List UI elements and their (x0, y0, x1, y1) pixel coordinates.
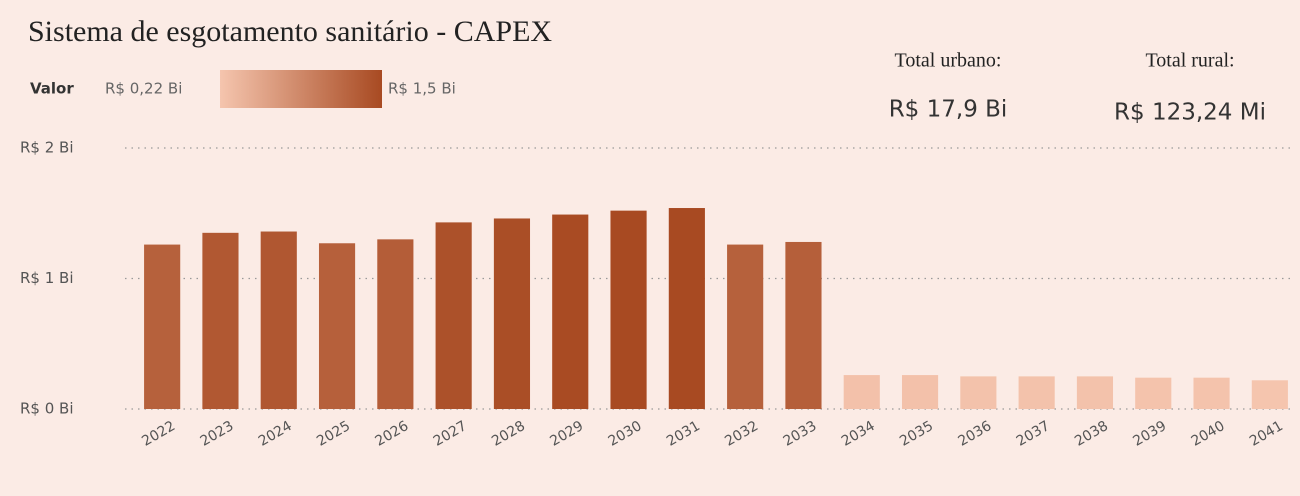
bar (901, 375, 939, 409)
bar (1018, 376, 1055, 409)
y-tick-label: R$ 1 Bi (20, 269, 74, 287)
y-tick-label: R$ 2 Bi (20, 139, 74, 157)
bar (435, 222, 472, 409)
legend-title: Valor (30, 80, 74, 98)
legend-gradient (220, 70, 382, 108)
bar (377, 239, 414, 409)
bar (318, 243, 356, 409)
card-label: Total rural: (1145, 50, 1234, 72)
chart-title: Sistema de esgotamento sanitário - CAPEX (28, 15, 552, 48)
bar (960, 376, 997, 409)
bar (260, 231, 297, 409)
legend-max: R$ 1,5 Bi (388, 80, 456, 98)
card-value: R$ 17,9 Bi (889, 97, 1008, 123)
bar (1193, 377, 1230, 409)
legend-min: R$ 0,22 Bi (105, 80, 182, 98)
bar (843, 375, 880, 409)
bar (1135, 377, 1172, 409)
bar (610, 210, 647, 409)
bar (668, 208, 705, 409)
bar (1076, 376, 1114, 409)
y-tick-label: R$ 0 Bi (20, 400, 74, 418)
card-value: R$ 123,24 Mi (1114, 100, 1266, 126)
bar (785, 241, 822, 409)
bar (144, 244, 181, 409)
card-label: Total urbano: (895, 50, 1002, 72)
bar (727, 244, 764, 409)
bar (1251, 380, 1288, 409)
bar (552, 214, 589, 409)
bar (202, 232, 239, 409)
bar (493, 218, 531, 409)
